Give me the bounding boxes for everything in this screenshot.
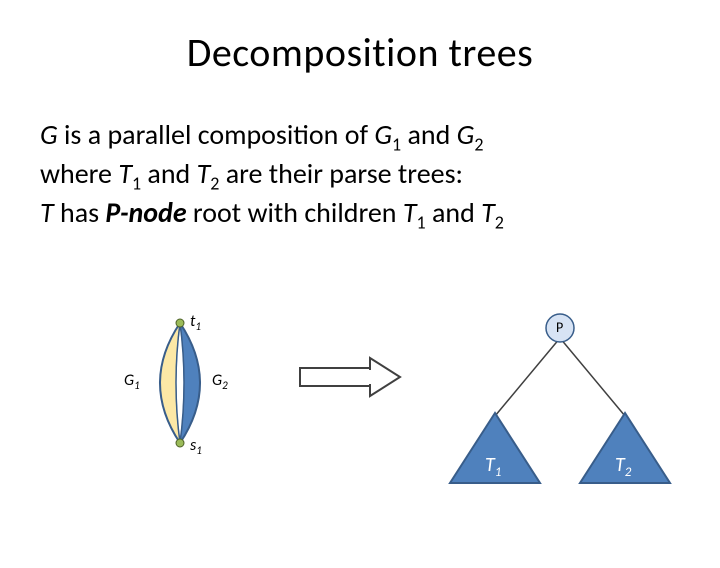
label-p: P [556, 319, 563, 336]
arrow-icon [300, 358, 400, 396]
txt: and [426, 195, 482, 230]
diagram-area: t1 s1 G1 G2 P T1 T2 [0, 308, 720, 548]
sym-G2: G2 [457, 117, 484, 152]
edge-p-t2 [560, 338, 625, 416]
sym-T: T [40, 195, 54, 230]
txt: and [141, 156, 197, 191]
slide-title: Decomposition trees [0, 28, 720, 77]
txt: and [401, 117, 457, 152]
dot-s1 [176, 439, 184, 447]
line-1: G is a parallel composition of G1 and G2 [40, 117, 680, 156]
txt: is a parallel composition of [58, 117, 375, 152]
sym-G: G [40, 117, 58, 152]
pnode-word: P-node [105, 195, 186, 230]
label-tri-t1: T1 [485, 453, 501, 480]
edge-p-t1 [495, 338, 560, 416]
sym-T2b: T2 [481, 195, 504, 230]
body-text: G is a parallel composition of G1 and G2… [40, 117, 680, 234]
sym-T1b: T1 [403, 195, 426, 230]
sym-T2: T2 [197, 156, 220, 191]
sym-T1: T1 [118, 156, 141, 191]
label-t1: t1 [190, 312, 201, 333]
label-tri-t2: T2 [615, 453, 631, 480]
label-s1: s1 [190, 436, 202, 457]
line-2: where T1 and T2 are their parse trees: [40, 156, 680, 195]
dot-t1 [176, 319, 184, 327]
txt: where [40, 156, 118, 191]
txt: has [54, 195, 106, 230]
txt: are their parse trees: [219, 156, 463, 191]
label-g2: G2 [212, 371, 228, 392]
sym-G1: G1 [374, 117, 401, 152]
label-g1: G1 [124, 371, 140, 392]
diagram-svg [0, 308, 720, 548]
txt: root with children [187, 195, 403, 230]
line-3: T has P-node root with children T1 and T… [40, 195, 680, 234]
